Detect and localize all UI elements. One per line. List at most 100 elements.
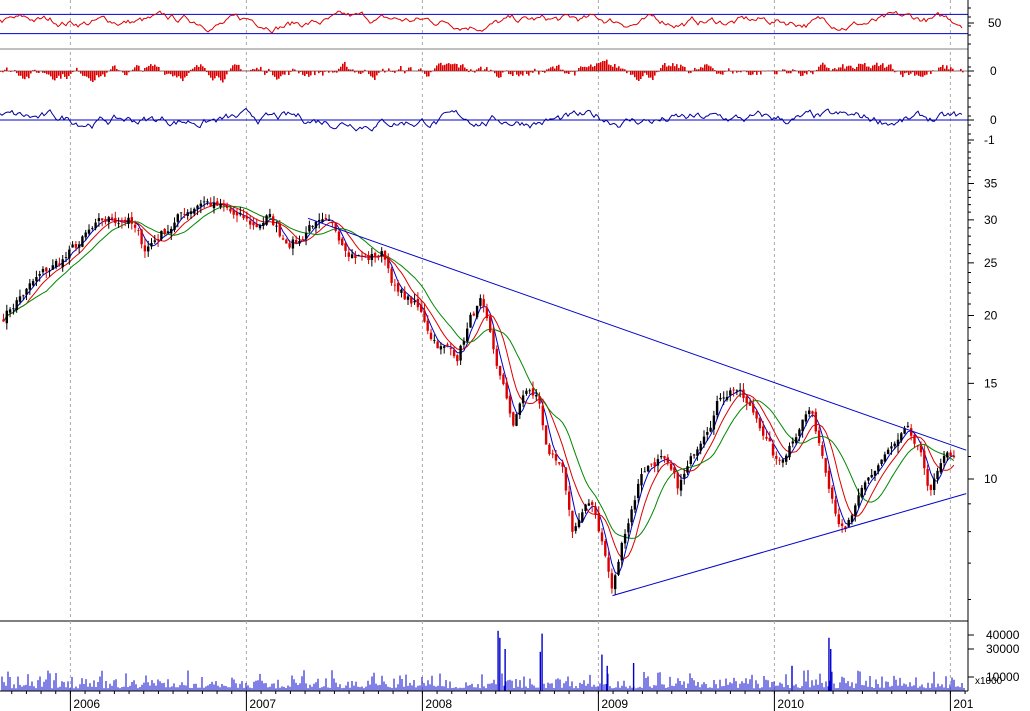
macd-bar (50, 71, 52, 77)
macd-bar (790, 71, 792, 74)
macd-bar (462, 64, 464, 71)
macd-bar (612, 66, 614, 71)
macd-bar (918, 71, 920, 76)
candle-body (137, 230, 140, 231)
candle-body (281, 238, 285, 240)
macd-bar (730, 71, 732, 72)
macd-bar (768, 70, 770, 71)
macd-bar (240, 69, 242, 71)
candle-body (614, 575, 617, 590)
macd-bar (370, 71, 372, 77)
candle-body (666, 457, 669, 463)
candle-body (880, 459, 883, 465)
macd-bar (278, 71, 280, 79)
macd-bar (446, 63, 448, 71)
macd-bar (430, 71, 432, 73)
macd-bar (714, 70, 716, 71)
macd-bar (268, 68, 270, 71)
oscillator-panel (0, 94, 968, 150)
macd-bar (342, 63, 344, 71)
macd-bar (504, 71, 506, 72)
candle-body (120, 221, 124, 223)
candle-body (525, 390, 528, 394)
macd-bar (502, 71, 504, 73)
macd-bar (756, 71, 758, 75)
year-label-2008: 2008 (425, 697, 452, 711)
macd-bar (78, 71, 80, 72)
candle-body (331, 222, 334, 224)
macd-bar (156, 66, 158, 71)
macd-bar (420, 68, 422, 71)
macd-bar (706, 64, 708, 71)
macd-bar (620, 68, 622, 71)
macd-bar (540, 71, 542, 72)
macd-bar (912, 71, 914, 73)
candle-body (255, 224, 258, 227)
macd-bar (584, 66, 586, 71)
candle-body (739, 389, 742, 391)
candle-body (752, 404, 755, 413)
candle-body (78, 244, 81, 248)
macd-bar (236, 64, 238, 71)
candle-body (594, 506, 597, 515)
macd-bar (824, 64, 826, 71)
macd-bar (580, 66, 582, 71)
candle-body (479, 298, 482, 306)
year-label-2007: 2007 (249, 697, 276, 711)
macd-bar (84, 71, 86, 77)
macd-bar (656, 71, 658, 73)
candle-body (791, 441, 794, 444)
macd-bar (636, 71, 638, 80)
macd-bar (518, 71, 520, 77)
macd-bar (252, 69, 254, 71)
macd-bar (424, 71, 426, 74)
macd-bar (920, 71, 922, 77)
candle-body (683, 473, 686, 478)
macd-bar (884, 67, 886, 71)
candle-body (308, 225, 311, 232)
macd-bar (784, 69, 786, 71)
price-tick-label: 35 (984, 177, 998, 191)
macd-bar (254, 69, 256, 71)
macd-bar (298, 71, 300, 74)
candle-body (68, 249, 71, 259)
macd-bar (266, 71, 268, 73)
macd-bar (834, 68, 836, 71)
trend-line-support (612, 493, 967, 597)
macd-bar (322, 71, 324, 76)
candle-body (544, 425, 548, 445)
macd-bar (408, 67, 410, 71)
macd-bar (158, 67, 160, 71)
candle-body (498, 365, 502, 376)
macd-bar (168, 71, 170, 74)
macd-bar (132, 69, 134, 71)
candle-body (650, 463, 653, 465)
macd-bar (340, 66, 342, 71)
candle-body (679, 479, 683, 491)
macd-bar (32, 70, 34, 71)
macd-bar (642, 71, 644, 77)
candle-body (179, 212, 183, 214)
macd-bar (516, 71, 518, 75)
macd-bar (388, 68, 390, 71)
macd-bar (450, 64, 452, 71)
candle-body (235, 212, 239, 216)
candle-body (459, 345, 462, 361)
candle-body (183, 213, 186, 215)
candle-body (443, 346, 446, 348)
macd-bar (892, 69, 894, 71)
macd-bar (496, 71, 498, 77)
rsi-panel (0, 0, 968, 50)
candle-body (587, 503, 591, 506)
candle-body (722, 397, 725, 399)
macd-bar (140, 70, 142, 71)
macd-bar (186, 71, 188, 76)
macd-bar (398, 69, 400, 71)
macd-bar (438, 63, 440, 71)
macd-bar (758, 71, 760, 72)
macd-bar (816, 69, 818, 71)
macd-bar (70, 71, 72, 74)
candle-body (446, 344, 449, 346)
macd-bar (550, 67, 552, 71)
macd-bar (660, 68, 662, 71)
